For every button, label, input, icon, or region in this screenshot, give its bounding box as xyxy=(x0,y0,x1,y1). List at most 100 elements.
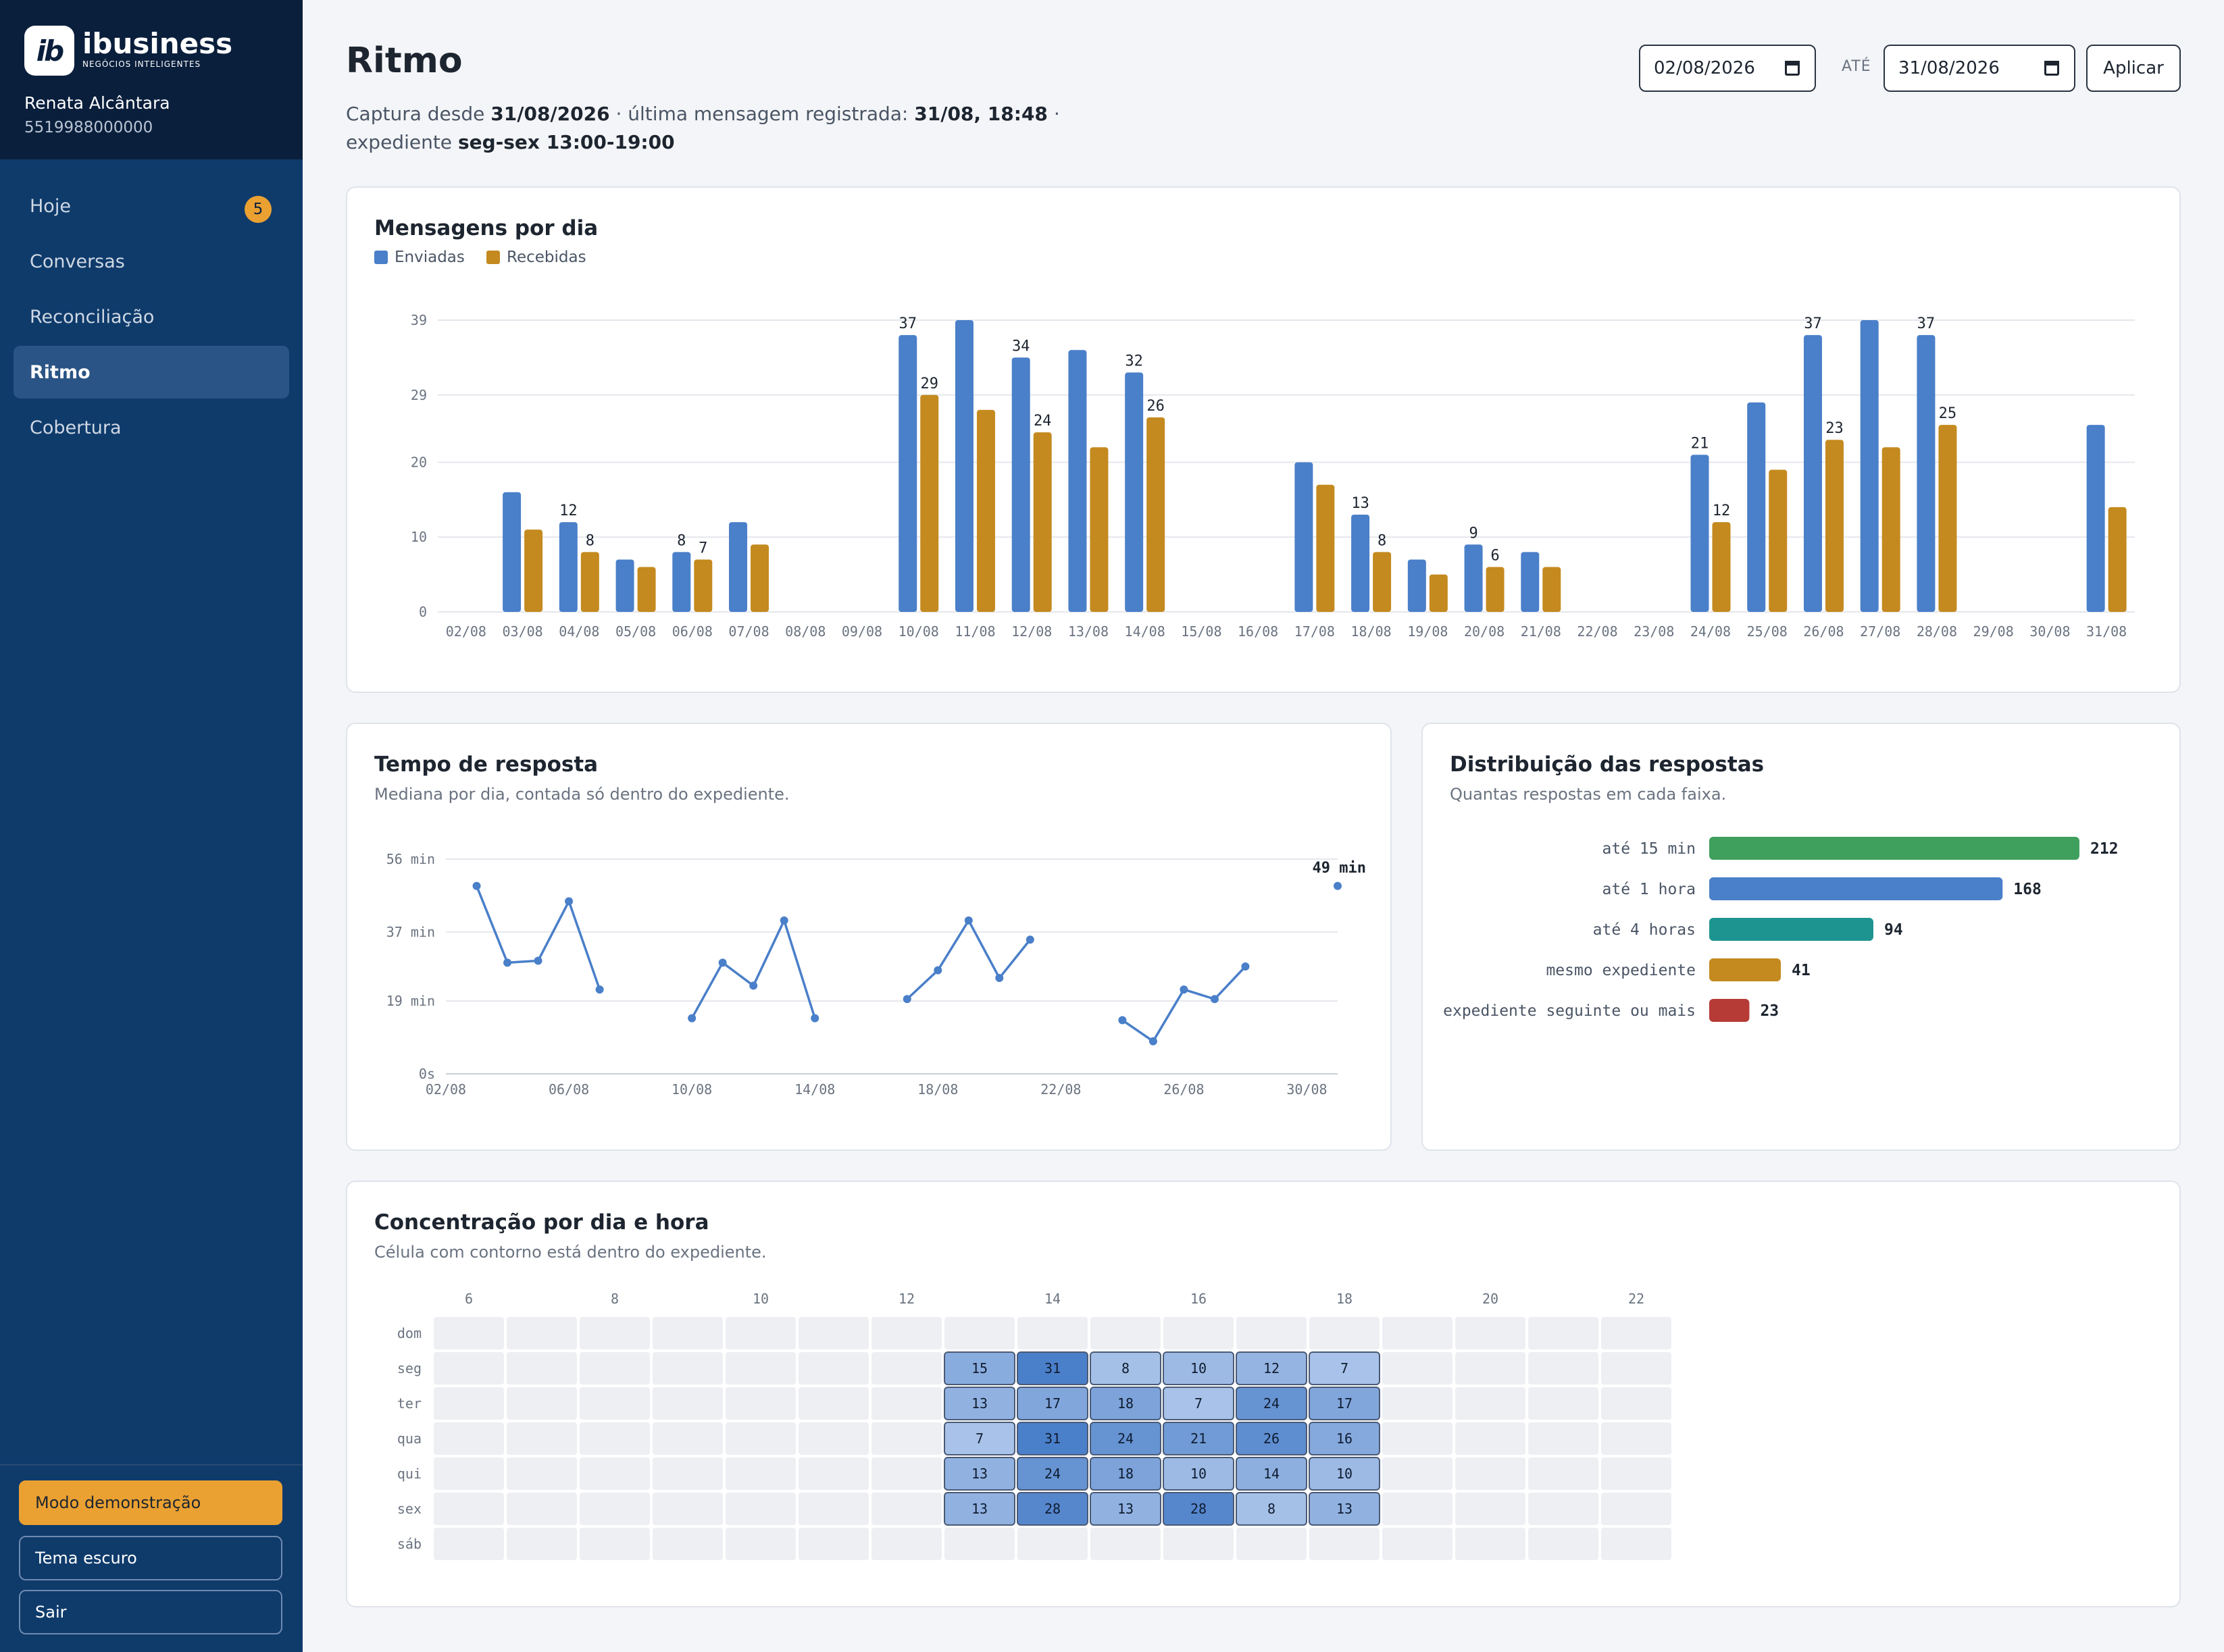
distribution-label: até 1 hora xyxy=(1602,881,1696,898)
data-label: 29 xyxy=(920,376,938,392)
nav-item-label: Hoje xyxy=(30,195,71,217)
dark-theme-button[interactable]: Tema escuro xyxy=(19,1536,282,1580)
heatmap-cell xyxy=(653,1387,723,1420)
bar-recebidas xyxy=(580,552,599,612)
legend-enviadas: Enviadas xyxy=(374,249,465,266)
heatmap-value: 17 xyxy=(1044,1395,1061,1412)
heatmap-cell xyxy=(1236,1351,1307,1385)
nav-item-hoje[interactable]: Hoje 5 xyxy=(14,180,289,232)
x-tick-label: 24/08 xyxy=(1690,623,1731,640)
date-from-input[interactable]: 02/08/2026 xyxy=(1639,45,1816,92)
heatmap-cell xyxy=(944,1317,1015,1349)
x-tick-label: 22/08 xyxy=(1577,623,1617,640)
date-to-input[interactable]: 31/08/2026 xyxy=(1884,45,2075,92)
bar-recebidas xyxy=(694,559,713,612)
x-tick-label: 06/08 xyxy=(549,1081,589,1098)
nav-item-label: Cobertura xyxy=(30,417,122,438)
x-tick-label: 14/08 xyxy=(794,1081,835,1098)
heatmap-value: 21 xyxy=(1190,1430,1207,1447)
x-tick-label: 06/08 xyxy=(672,623,713,640)
x-tick-label: 29/08 xyxy=(1973,623,2014,640)
heatmap-cell xyxy=(871,1457,942,1490)
data-point xyxy=(811,1014,819,1023)
date-range-separator: ATÉ xyxy=(1842,58,1871,75)
x-tick-label: 07/08 xyxy=(728,623,769,640)
data-label: 37 xyxy=(899,315,917,332)
bar-recebidas xyxy=(1316,484,1335,612)
heatmap-cell xyxy=(871,1528,942,1560)
heatmap-cell xyxy=(1528,1528,1598,1560)
response-time-line xyxy=(475,885,601,990)
distribution-bar xyxy=(1709,999,1750,1022)
heatmap-cell xyxy=(1309,1528,1380,1560)
calendar-icon[interactable] xyxy=(1785,61,1800,76)
messages-bar-chart: 0 10 20 29 39 02/08 03/08 04/08 05/08 06/08 07/08 0… xyxy=(411,312,2135,640)
bar-enviadas xyxy=(1011,357,1030,612)
data-label: 6 xyxy=(1490,548,1499,565)
heatmap-cell xyxy=(1601,1528,1671,1560)
heatmap-cell xyxy=(1090,1492,1161,1526)
bar-enviadas xyxy=(615,559,634,612)
data-label: 8 xyxy=(586,532,595,549)
bar-enviadas xyxy=(2086,425,2105,612)
heatmap-cell xyxy=(1382,1317,1452,1349)
heatmap-cell xyxy=(1601,1317,1671,1349)
data-label: 7 xyxy=(699,540,707,557)
data-label: 9 xyxy=(1469,525,1477,542)
heatmap-cell xyxy=(799,1387,869,1420)
x-tick-label: 13/08 xyxy=(1068,623,1109,640)
heatmap-cell xyxy=(507,1457,577,1490)
bar-recebidas xyxy=(524,530,543,612)
heatmap-value: 18 xyxy=(1117,1395,1134,1412)
nav-item-conversas[interactable]: Conversas xyxy=(14,235,289,288)
distribution-label: mesmo expediente xyxy=(1546,962,1696,979)
heatmap-value: 16 xyxy=(1336,1430,1353,1447)
bar-recebidas xyxy=(1938,425,1957,612)
bar-recebidas xyxy=(1542,567,1561,612)
heatmap-cell xyxy=(726,1352,796,1385)
heatmap-cell xyxy=(726,1493,796,1525)
heatmap-cell xyxy=(1309,1317,1380,1349)
bar-recebidas xyxy=(1033,432,1052,612)
demo-mode-button[interactable]: Modo demonstração xyxy=(19,1480,282,1525)
heatmap-value: 24 xyxy=(1044,1466,1061,1482)
user-phone: 5519988000000 xyxy=(24,119,153,136)
nav-item-ritmo[interactable]: Ritmo xyxy=(14,346,289,398)
heatmap-cell xyxy=(434,1387,504,1420)
bar-recebidas xyxy=(2108,507,2127,612)
heatmap-cell xyxy=(1309,1457,1380,1491)
heatmap-value: 13 xyxy=(971,1466,988,1482)
day-label: qui xyxy=(397,1466,422,1482)
nav-item-cobertura[interactable]: Cobertura xyxy=(14,401,289,454)
nav-item-reconciliacao[interactable]: Reconciliação xyxy=(14,290,289,343)
y-tick-label: 56 min xyxy=(386,851,435,867)
heatmap-cell xyxy=(1382,1387,1452,1420)
heatmap-cell xyxy=(1090,1422,1161,1455)
heatmap-cell xyxy=(799,1493,869,1525)
heatmap-cell xyxy=(1601,1422,1671,1455)
x-tick-label: 03/08 xyxy=(502,623,542,640)
calendar-icon[interactable] xyxy=(2044,61,2059,76)
logout-button[interactable]: Sair xyxy=(19,1590,282,1634)
x-tick-label: 02/08 xyxy=(426,1081,466,1098)
heatmap-cell xyxy=(1163,1457,1234,1491)
heatmap-cell xyxy=(1528,1317,1598,1349)
apply-button[interactable]: Aplicar xyxy=(2086,45,2181,92)
heatmap-cell xyxy=(1601,1457,1671,1490)
heatmap-cell xyxy=(580,1387,650,1420)
heatmap-cell xyxy=(1528,1387,1598,1420)
date-to-value: 31/08/2026 xyxy=(1898,58,2000,78)
y-tick-label: 10 xyxy=(411,529,427,545)
sidebar: ib ibusiness NEGÓCIOS INTELIGENTES Renat… xyxy=(0,0,303,1652)
data-point xyxy=(1241,962,1250,971)
hour-label: 22 xyxy=(1628,1291,1644,1307)
messages-per-day-card: Mensagens por dia Enviadas Recebidas 0 10… xyxy=(346,186,2181,693)
heatmap-value: 15 xyxy=(971,1360,988,1376)
heatmap-cell xyxy=(434,1422,504,1455)
y-tick-label: 0s xyxy=(419,1066,435,1082)
x-tick-label: 23/08 xyxy=(1634,623,1674,640)
heatmap-value: 13 xyxy=(971,1501,988,1517)
heatmap-cell xyxy=(580,1317,650,1349)
x-tick-label: 09/08 xyxy=(842,623,882,640)
heatmap-cell xyxy=(1455,1422,1525,1455)
